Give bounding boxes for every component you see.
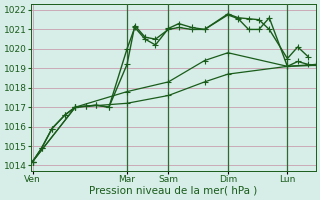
X-axis label: Pression niveau de la mer( hPa ): Pression niveau de la mer( hPa ) — [90, 186, 258, 196]
